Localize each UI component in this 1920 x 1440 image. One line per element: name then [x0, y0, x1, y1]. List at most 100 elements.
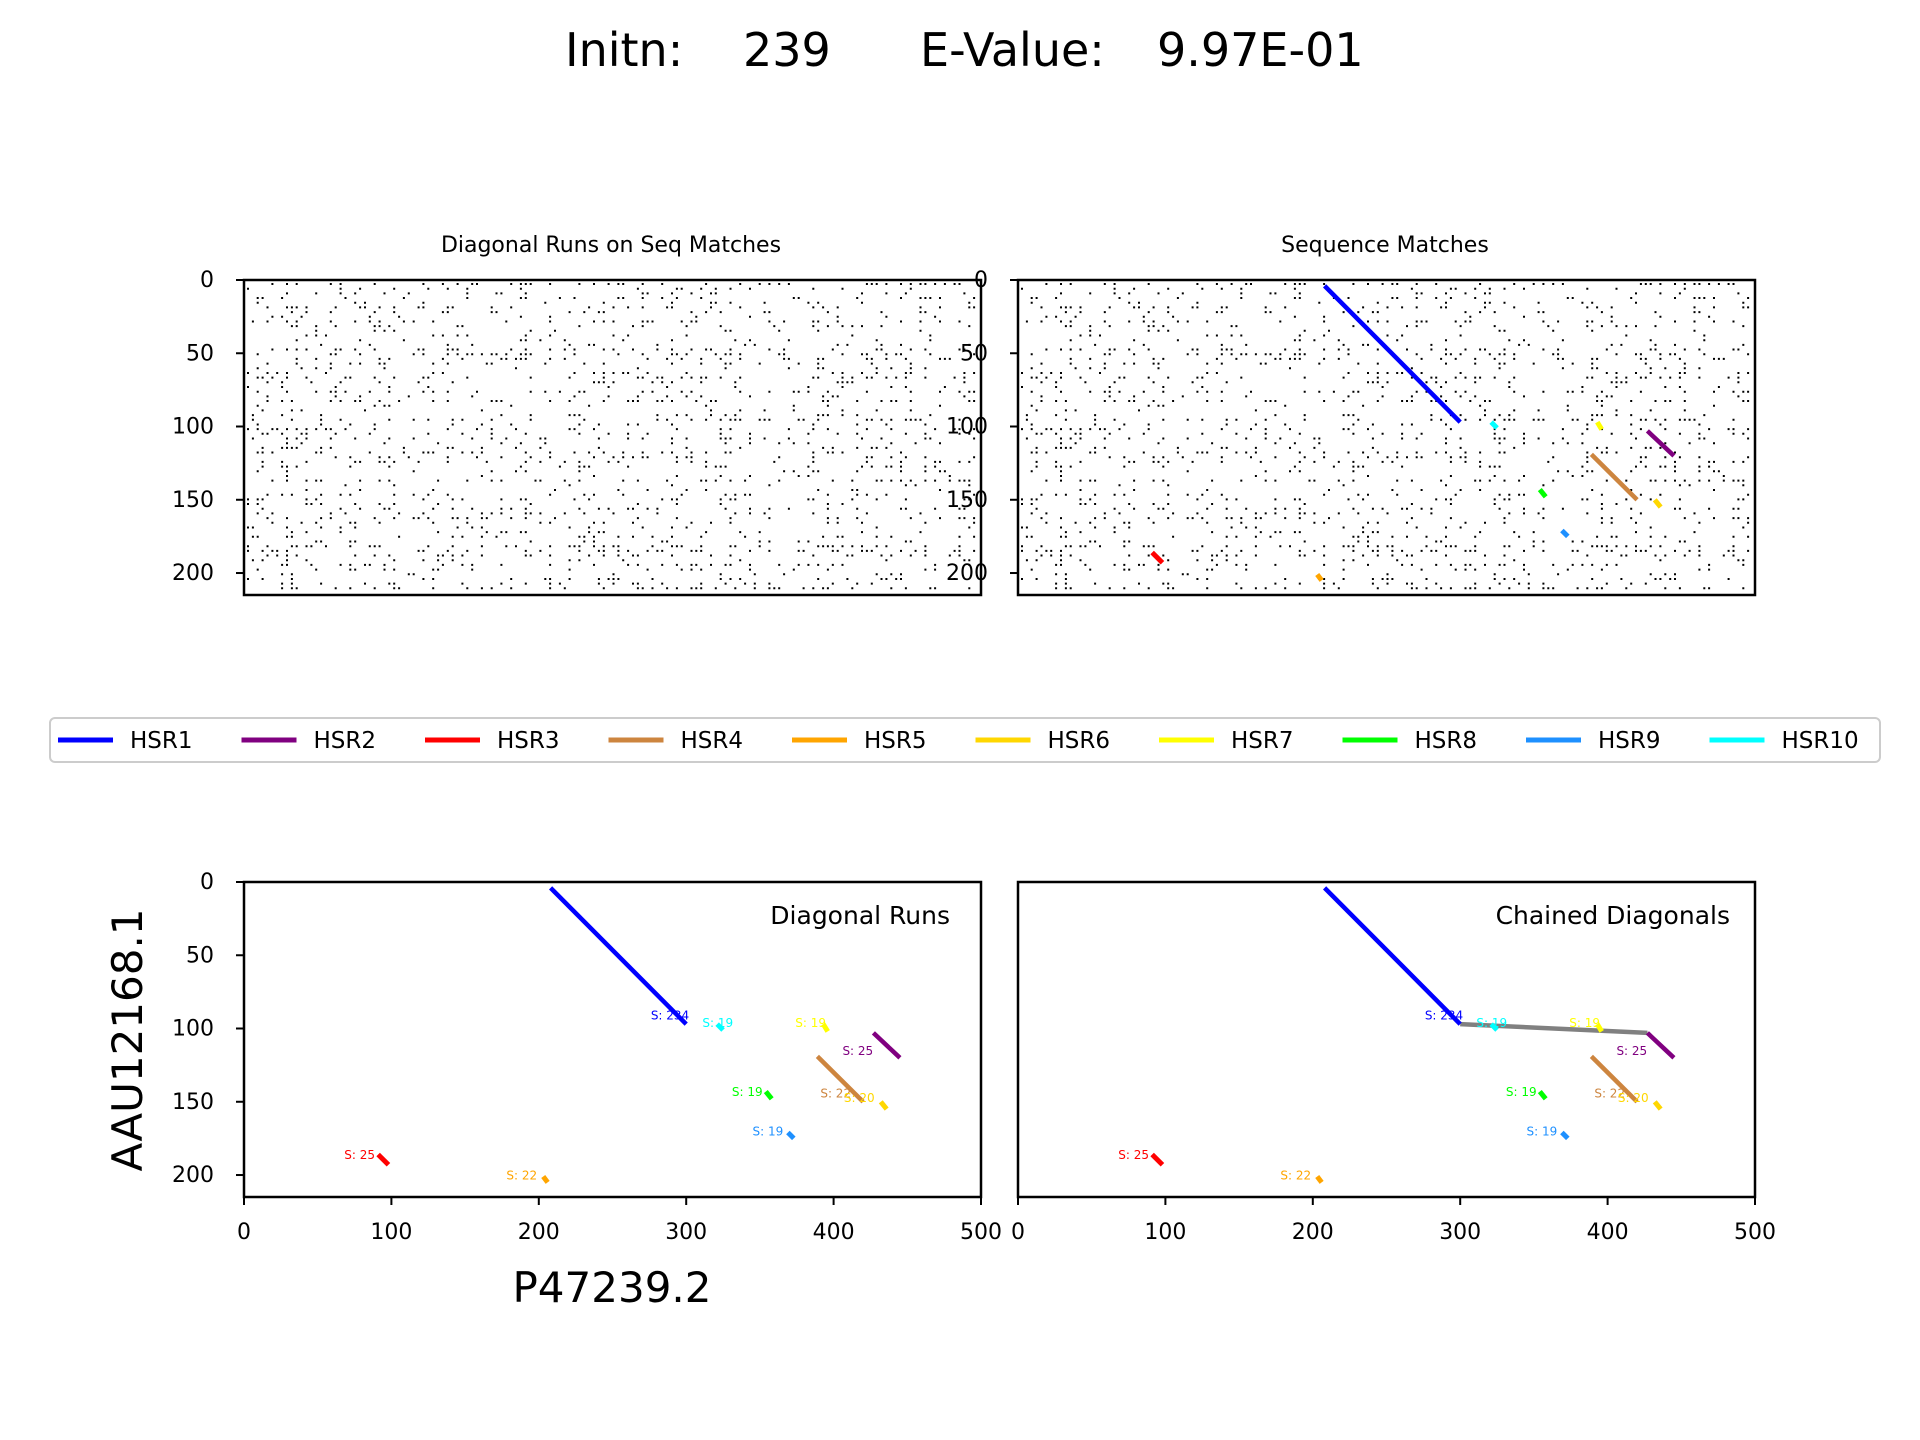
x-tick-label: 300 [665, 1220, 707, 1245]
legend-label: HSR3 [497, 728, 560, 754]
score-label: S: 19 [702, 1016, 733, 1030]
segment-hsr8 [1537, 1089, 1548, 1101]
panel-diagonal-runs-on-seq: Diagonal Runs on Seq Matches 0 50 100 150 20… [172, 233, 983, 597]
segment-hsr6 [878, 1100, 889, 1111]
legend-label: HSR9 [1598, 728, 1661, 754]
segment-hsr1 [1322, 886, 1462, 1026]
y-tick-label: 150 [946, 488, 988, 513]
segment-hsr10 [715, 1022, 725, 1032]
x-axis-ticks: 0 100 200 300 400 500 [237, 1197, 1002, 1245]
x-tick-label: 0 [237, 1220, 251, 1245]
segment-hsr7 [1595, 420, 1604, 431]
panel-sequence-matches: Sequence Matches 0 50 100 150 200 [946, 233, 1757, 597]
y-tick-label: 50 [960, 341, 988, 366]
y-tick-label: 100 [172, 1017, 214, 1042]
segment-hsr10 [1489, 420, 1499, 430]
score-label: S: 20 [1618, 1091, 1649, 1105]
plot-frame [1016, 880, 1757, 1199]
match-dots [247, 283, 976, 590]
segment-hsr6 [1652, 498, 1663, 509]
y-tick-label: 50 [186, 341, 214, 366]
score-label: S: 19 [1506, 1085, 1537, 1099]
segment-hsr4 [1589, 452, 1639, 502]
segment-hsr3 [376, 1152, 391, 1167]
segment-hsr6 [1652, 1100, 1663, 1111]
initn-label: Initn: [565, 23, 683, 77]
plot-frame [1016, 278, 1757, 597]
evalue-label: E-Value: [920, 23, 1105, 77]
legend-label: HSR6 [1048, 728, 1111, 754]
segment-hsr5 [1315, 1174, 1324, 1184]
score-label: S: 22 [1594, 1086, 1625, 1100]
suptitle: Initn: 239 E-Value: 9.97E-01 [565, 23, 1364, 77]
y-tick-label: 100 [172, 415, 214, 440]
y-axis-ticks: 0 50 100 150 200 [172, 268, 244, 586]
segment-hsr3 [1150, 550, 1165, 565]
y-tick-label: 200 [172, 1163, 214, 1188]
score-label: S: 25 [1118, 1148, 1149, 1162]
x-axis-ticks: 0 100 200 300 400 500 [1011, 1197, 1776, 1245]
segment-hsr1 [548, 886, 688, 1026]
y-tick-label: 0 [200, 268, 214, 293]
x-tick-label: 100 [1144, 1220, 1186, 1245]
y-tick-label: 200 [172, 561, 214, 586]
x-tick-label: 200 [518, 1220, 560, 1245]
score-label: S: 234 [1425, 1009, 1463, 1023]
segment-hsr4 [815, 1054, 865, 1104]
score-label: S: 234 [651, 1009, 689, 1023]
score-label: S: 20 [844, 1091, 875, 1105]
x-tick-label: 400 [813, 1220, 855, 1245]
panel-title: Diagonal Runs on Seq Matches [441, 233, 781, 258]
x-tick-label: 500 [960, 1220, 1002, 1245]
score-label: S: 19 [795, 1016, 826, 1030]
y-tick-label: 200 [946, 561, 988, 586]
match-dots [1021, 283, 1750, 590]
x-tick-label: 300 [1439, 1220, 1481, 1245]
legend: HSR1 HSR2 HSR3 HSR4 HSR5 HSR6 HSR7 HSR8 HSR9 HSR1… [49, 717, 1881, 763]
segment-hsr2 [1645, 429, 1676, 458]
score-label: S: 22 [1280, 1168, 1311, 1182]
legend-label: HSR1 [130, 728, 193, 754]
segment-hsr7 [821, 1022, 830, 1033]
initn-value: 239 [743, 23, 831, 77]
y-tick-label: 0 [200, 870, 214, 895]
y-axis-ticks: 0 50 100 150 200 [172, 870, 244, 1188]
legend-label: HSR2 [314, 728, 377, 754]
y-axis-ticks: 0 50 100 150 200 [946, 268, 1018, 586]
legend-frame [49, 717, 1881, 763]
score-label: S: 22 [506, 1168, 537, 1182]
panel-title: Sequence Matches [1281, 233, 1489, 258]
score-label: S: 19 [1569, 1016, 1600, 1030]
score-label: S: 19 [732, 1085, 763, 1099]
plot-frame [242, 880, 983, 1199]
legend-label: HSR5 [864, 728, 927, 754]
segment-hsr5 [541, 1174, 550, 1184]
x-tick-label: 100 [370, 1220, 412, 1245]
legend-label: HSR4 [681, 728, 744, 754]
x-tick-label: 0 [1011, 1220, 1025, 1245]
segment-hsr8 [763, 1089, 774, 1101]
segment-hsr2 [871, 1031, 902, 1060]
segment-hsr10 [1489, 1022, 1499, 1032]
dot-matrix [1021, 283, 1750, 590]
y-tick-label: 150 [172, 488, 214, 513]
y-tick-label: 0 [974, 268, 988, 293]
dot-matrix [247, 283, 976, 590]
y-tick-label: 50 [186, 943, 214, 968]
plot-frame [242, 278, 983, 597]
segment-hsr9 [1560, 1130, 1570, 1141]
evalue-value: 9.97E-01 [1157, 23, 1364, 77]
segment-hsr1 [1322, 284, 1462, 424]
score-label: S: 19 [1527, 1124, 1558, 1138]
score-label: S: 25 [1616, 1044, 1647, 1058]
x-axis-label: P47239.2 [512, 1263, 711, 1312]
segment-hsr5 [1315, 572, 1324, 582]
legend-items: HSR1 HSR2 HSR3 HSR4 HSR5 HSR6 HSR7 HSR8 HSR9 HSR1… [58, 728, 1859, 754]
segment-hsr3 [1150, 1152, 1165, 1167]
x-tick-label: 400 [1587, 1220, 1629, 1245]
